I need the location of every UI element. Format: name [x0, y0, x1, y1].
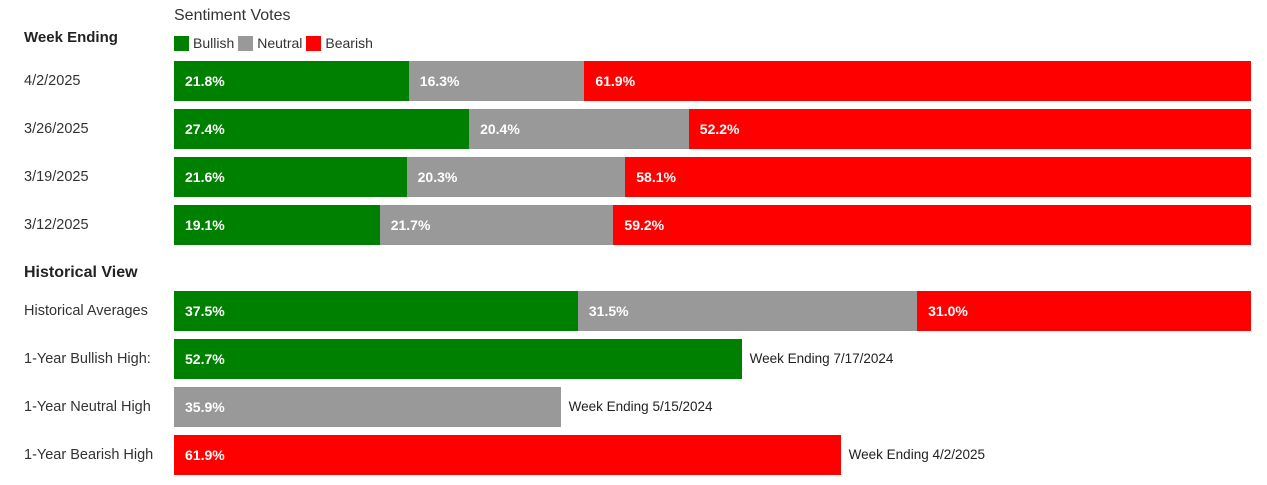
bar-label-neutral: 20.3% [417, 169, 458, 185]
bar-segment-bearish: 58.1% [625, 157, 1251, 197]
bar-label-bearish: 58.1% [636, 169, 676, 185]
bar-segment-bullish: 19.1% [174, 205, 380, 245]
bar-label-neutral: 20.4% [480, 121, 520, 137]
high-note-bearish: Week Ending 4/2/2025 [848, 447, 986, 462]
high-label-neutral: 1-Year Neutral High [24, 399, 151, 415]
high-bar-bullish: 52.7% [174, 339, 742, 379]
bar-label-bearish: 52.2% [699, 121, 740, 137]
bar-segment-neutral: 21.7% [379, 205, 614, 245]
historical-view-header: Historical View [24, 264, 138, 281]
bar-segment-bullish: 21.8% [174, 61, 409, 101]
bar-segment-bearish: 52.2% [688, 109, 1251, 149]
bar-segment-bearish: 59.2% [613, 205, 1251, 245]
legend-swatch-bearish [306, 35, 322, 51]
high-bar-bearish: 61.9% [174, 435, 841, 475]
high-note-neutral: Week Ending 5/15/2024 [568, 399, 713, 414]
high-bar-neutral: 35.9% [174, 387, 561, 427]
bar-segment-bullish: 21.6% [174, 157, 407, 197]
high-bar-label-neutral: 35.9% [185, 399, 225, 415]
week-label: 4/2/2025 [24, 73, 81, 89]
legend-item-bullish: Bullish [174, 35, 234, 51]
historical-average-label: Historical Averages [24, 303, 148, 319]
week-bar-row: 27.4% 20.4% 52.2% [174, 109, 1251, 149]
bar-label-bullish: 19.1% [185, 217, 225, 233]
bar-label-bearish: 59.2% [624, 217, 665, 233]
legend-label-bearish: Bearish [325, 35, 373, 51]
bar-segment-neutral: 16.3% [408, 61, 585, 101]
legend-item-bearish: Bearish [306, 35, 373, 51]
high-bar-label-bearish: 61.9% [185, 447, 225, 463]
bar-label-bearish: 61.9% [595, 73, 636, 89]
legend: Bullish Neutral Bearish [174, 35, 377, 51]
week-bar-row: 21.6% 20.3% 58.1% [174, 157, 1251, 197]
chart-title: Sentiment Votes [174, 7, 291, 24]
bar-segment-neutral: 31.5% [577, 291, 918, 331]
week-bar-row: 21.8% 16.3% 61.9% [174, 61, 1251, 101]
legend-swatch-neutral [238, 35, 254, 51]
bar-label-bullish: 27.4% [185, 121, 225, 137]
legend-item-neutral: Neutral [238, 35, 302, 51]
week-bar-row: 19.1% 21.7% 59.2% [174, 205, 1251, 245]
bar-segment-neutral: 20.3% [406, 157, 626, 197]
bar-label-bullish: 37.5% [185, 303, 225, 319]
bar-label-neutral: 31.5% [588, 303, 629, 319]
bar-label-bullish: 21.8% [185, 73, 225, 89]
bar-segment-bearish: 31.0% [917, 291, 1251, 331]
bar-label-neutral: 16.3% [419, 73, 460, 89]
high-label-bearish: 1-Year Bearish High [24, 447, 154, 463]
bar-segment-bullish: 37.5% [174, 291, 578, 331]
bar-segment-bearish: 61.9% [584, 61, 1251, 101]
week-label: 3/19/2025 [24, 169, 89, 185]
week-label: 3/26/2025 [24, 121, 89, 137]
high-label-bullish: 1-Year Bullish High: [24, 351, 151, 367]
bar-label-bullish: 21.6% [185, 169, 225, 185]
legend-label-bullish: Bullish [193, 35, 235, 51]
legend-label-neutral: Neutral [257, 35, 303, 51]
high-bar-label-bullish: 52.7% [185, 351, 225, 367]
historical-average-bar-row: 37.5% 31.5% 31.0% [174, 291, 1251, 331]
high-note-bullish: Week Ending 7/17/2024 [749, 351, 894, 366]
bar-label-bearish: 31.0% [928, 303, 968, 319]
bar-segment-neutral: 20.4% [469, 109, 689, 149]
bar-segment-bullish: 27.4% [174, 109, 470, 149]
bar-label-neutral: 21.7% [390, 217, 431, 233]
week-ending-header: Week Ending [24, 29, 118, 46]
legend-swatch-bullish [174, 35, 189, 51]
week-label: 3/12/2025 [24, 217, 89, 233]
